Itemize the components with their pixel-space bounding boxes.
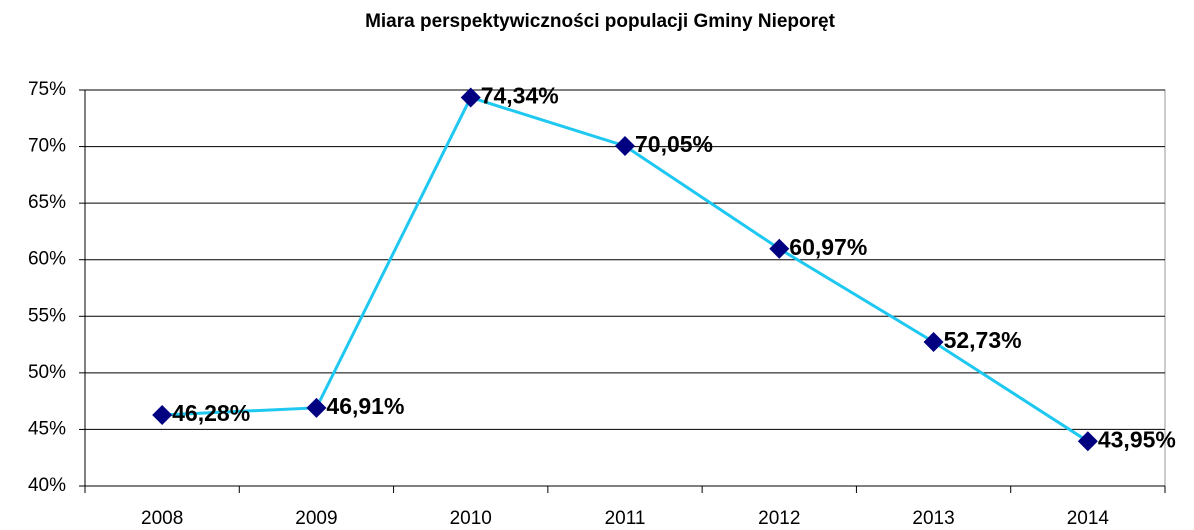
marker [615,136,635,157]
marker [769,238,790,259]
marker [460,87,481,108]
data-label: 46,91% [326,393,404,419]
marker [1077,431,1098,452]
y-tick-label: 55% [28,305,66,326]
x-tick-label: 2012 [758,508,800,529]
x-tick-label: 2011 [605,508,646,529]
x-tick-label: 2009 [295,508,337,529]
marker [306,397,327,418]
data-label: 60,97% [789,234,867,260]
y-tick-label: 65% [28,192,66,213]
data-label: 43,95% [1098,426,1176,452]
data-label: 52,73% [944,327,1022,353]
chart-title: Miara perspektywiczności populacji Gminy… [365,11,836,32]
marker [152,404,173,425]
y-tick-label: 60% [28,249,66,270]
marker [923,331,944,352]
data-label: 46,28% [172,400,250,426]
y-tick-label: 45% [28,418,66,439]
x-tick-label: 2008 [141,508,183,529]
y-tick-label: 75% [28,79,66,100]
y-tick-label: 50% [28,362,66,383]
x-tick-label: 2013 [912,508,954,529]
x-tick-label: 2014 [1067,508,1110,529]
y-tick-label: 70% [28,136,66,157]
x-tick-label: 2010 [450,508,492,529]
data-label: 70,05% [635,131,713,157]
data-label: 74,34% [481,83,559,109]
y-tick-label: 40% [28,475,66,496]
